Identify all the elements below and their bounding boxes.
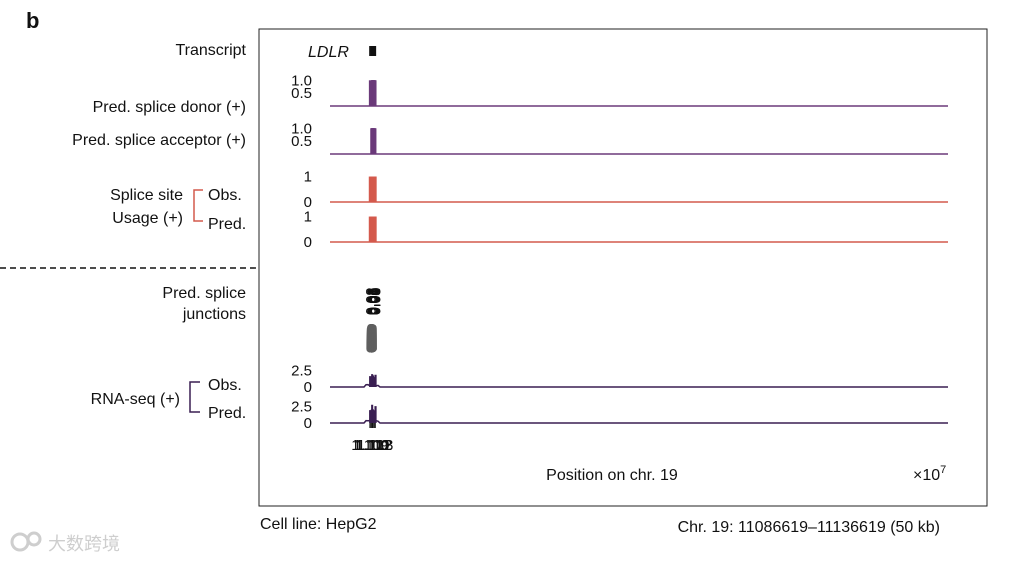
usage-bracket (193, 189, 203, 222)
donor-ytick-label: 0.5 (291, 85, 312, 102)
label-acceptor: Pred. splice acceptor (+) (72, 132, 246, 149)
x-tick-label: 1.111 (355, 437, 390, 454)
usage-obs-ytick-label: 1 (304, 169, 312, 186)
x-axis-label: Position on chr. 19 (546, 467, 678, 484)
rnaseq-pred-background (330, 419, 948, 424)
label-rnaseq: RNA-seq (+) (91, 391, 180, 408)
junction-label: 0.04 (367, 288, 383, 315)
junction-label: 0.06 (365, 288, 381, 315)
junction-label: 0.07 (365, 288, 381, 315)
rnaseq-pred-track: 02.5 (291, 398, 948, 432)
junction-label: 0.08 (364, 288, 380, 315)
transcript-track (369, 46, 377, 56)
rnaseq-bracket (189, 381, 200, 413)
acceptor-ytick-label: 1.0 (291, 120, 312, 137)
junction-label: 0.06 (366, 288, 382, 315)
junctions-track: 0.080.080.080.050.080.060.070.060.070.05… (363, 288, 383, 353)
label-donor: Pred. splice donor (+) (93, 99, 246, 116)
x-scale-exp: 7 (940, 464, 946, 476)
donor-track: 0.51.0 (291, 72, 948, 107)
junction-label: 0.08 (364, 288, 380, 315)
usage-pred-ytick-label: 0 (304, 234, 312, 251)
junction-label: 0.06 (364, 288, 380, 315)
junction-label: 0.08 (364, 288, 380, 315)
rnaseq-obs-track: 02.5 (291, 362, 948, 396)
label-junctions-2: junctions (182, 306, 246, 323)
label-usage-1: Splice site (110, 187, 183, 204)
watermark-logo: 大数跨境 (10, 531, 120, 555)
watermark-text: 大数跨境 (48, 534, 120, 555)
junction-label: 0.03 (367, 288, 383, 315)
label-rnaseq-obs: Obs. (208, 377, 242, 394)
gene-name: LDLR (308, 44, 349, 61)
junction-label: 0.08 (363, 288, 379, 315)
donor-ytick-label: 1.0 (291, 72, 312, 89)
label-usage-obs: Obs. (208, 187, 242, 204)
x-tick-label: 1.112 (356, 437, 392, 454)
usage-pred-ytick-label: 1 (304, 209, 312, 226)
junction-label: 0.07 (365, 288, 381, 315)
rnaseq-obs-ytick-label: 2.5 (291, 362, 312, 379)
x-tick-label: 1.109 (351, 437, 389, 454)
rnaseq-obs-ytick-label: 0 (304, 379, 312, 396)
junction-label: 0.05 (366, 288, 382, 315)
label-transcript: Transcript (175, 42, 246, 59)
x-tick-label: 1.110 (353, 437, 389, 454)
junction-label: 0.04 (366, 288, 382, 315)
junction-label: 0.05 (365, 288, 381, 315)
usage-obs-ytick-label: 0 (304, 194, 312, 211)
x-scale-base: ×10 (913, 467, 940, 484)
label-usage-pred: Pred. (208, 216, 246, 233)
figure-frame (258, 28, 988, 507)
usage-pred-track: 01 (304, 209, 948, 251)
junction-label: 0.06 (365, 288, 381, 315)
rnaseq-obs-background (330, 383, 948, 388)
label-usage-2: Usage (+) (112, 210, 183, 227)
junction-label: 0.03 (367, 288, 383, 315)
panel-label: b (26, 8, 39, 33)
x-tick-label: 1.113 (357, 437, 393, 454)
label-rnaseq-pred: Pred. (208, 405, 246, 422)
rnaseq-pred-ytick-label: 0 (304, 415, 312, 432)
label-junctions-1: Pred. splice (162, 285, 246, 302)
junction-label: 0.05 (364, 288, 380, 315)
rnaseq-pred-ytick-label: 2.5 (291, 398, 312, 415)
acceptor-ytick-label: 0.5 (291, 133, 312, 150)
cell-line: Cell line: HepG2 (260, 516, 377, 533)
usage-obs-track: 01 (304, 169, 948, 211)
region-info: Chr. 19: 11086619–11136619 (50 kb) (678, 519, 940, 536)
acceptor-track: 0.51.0 (291, 120, 948, 155)
x-scale-label: ×107 (913, 464, 946, 484)
